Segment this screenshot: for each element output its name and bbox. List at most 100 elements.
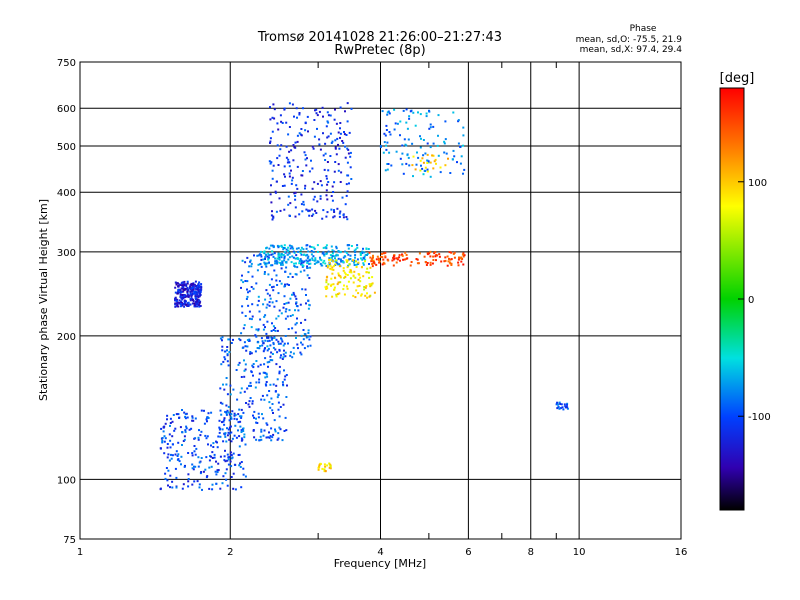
data-point	[193, 302, 196, 305]
data-point	[291, 276, 294, 278]
data-point	[186, 280, 189, 283]
data-point	[300, 134, 303, 137]
data-point	[240, 429, 243, 432]
data-point	[346, 147, 349, 150]
data-point	[308, 262, 311, 265]
data-point	[396, 122, 399, 125]
data-point	[223, 356, 226, 359]
data-point	[167, 484, 169, 487]
data-point	[233, 417, 236, 420]
data-point	[224, 350, 227, 353]
data-point	[346, 266, 349, 269]
data-point	[262, 303, 265, 306]
data-point	[178, 301, 181, 304]
data-point	[300, 203, 303, 206]
data-point	[189, 286, 192, 289]
data-point	[191, 454, 194, 457]
data-point	[325, 194, 328, 197]
data-point	[334, 257, 336, 260]
data-point	[256, 304, 259, 307]
data-point	[457, 261, 460, 264]
data-point	[246, 288, 248, 291]
data-point	[332, 216, 335, 219]
data-point	[359, 280, 362, 283]
data-point	[291, 246, 294, 249]
data-point	[266, 345, 269, 348]
data-point	[426, 170, 429, 173]
data-point	[319, 258, 322, 261]
data-point	[300, 259, 303, 262]
data-point	[242, 430, 245, 432]
data-point	[200, 430, 203, 433]
data-point	[307, 130, 309, 133]
data-point	[182, 440, 185, 442]
grid-lines	[80, 62, 681, 539]
data-point	[386, 141, 389, 144]
data-point	[241, 346, 244, 349]
data-point	[326, 183, 329, 186]
data-point	[325, 177, 328, 180]
data-point	[240, 408, 243, 411]
data-point	[192, 299, 194, 301]
data-point	[183, 280, 186, 283]
data-point	[175, 486, 178, 489]
data-point	[419, 146, 422, 149]
data-point	[348, 182, 350, 185]
data-point	[171, 486, 174, 489]
data-point	[278, 154, 281, 157]
data-point	[186, 295, 189, 298]
data-point	[262, 323, 265, 326]
data-point	[287, 161, 290, 164]
data-point	[221, 336, 224, 339]
data-point	[187, 288, 190, 291]
y-tick-label: 600	[57, 104, 76, 115]
data-point	[343, 293, 346, 296]
data-point	[312, 250, 315, 253]
data-point	[330, 208, 333, 211]
data-point	[558, 407, 561, 410]
data-point	[186, 302, 189, 305]
data-point	[275, 317, 278, 320]
data-point	[261, 340, 264, 343]
data-point	[272, 285, 275, 288]
data-point	[251, 315, 254, 318]
data-point	[268, 304, 271, 307]
data-point	[217, 469, 220, 472]
data-point	[196, 284, 199, 287]
data-point	[381, 110, 384, 113]
data-point	[196, 305, 199, 308]
data-point	[300, 321, 302, 324]
data-point	[370, 259, 373, 262]
data-point	[352, 281, 355, 284]
data-point	[181, 431, 184, 434]
data-point	[263, 315, 266, 318]
data-point	[463, 168, 466, 171]
data-point	[419, 159, 422, 162]
data-point	[443, 151, 446, 154]
data-point	[300, 334, 303, 337]
data-point	[328, 466, 331, 469]
data-point	[215, 460, 217, 463]
data-point	[304, 318, 307, 321]
data-point	[360, 294, 363, 297]
data-point	[305, 208, 308, 211]
data-point	[276, 378, 279, 381]
data-point	[325, 252, 328, 255]
data-point	[349, 166, 352, 169]
data-point	[562, 408, 565, 411]
data-point	[266, 320, 269, 323]
data-point	[398, 254, 401, 257]
data-point	[292, 256, 295, 259]
data-point	[392, 258, 395, 261]
data-point	[303, 269, 306, 272]
data-point	[359, 254, 362, 256]
data-point	[326, 264, 329, 267]
data-point	[294, 206, 297, 209]
data-point	[178, 283, 181, 286]
data-point	[264, 383, 267, 386]
data-point	[292, 159, 295, 162]
data-point	[354, 251, 357, 254]
data-points	[159, 102, 569, 491]
data-point	[184, 430, 187, 433]
data-point	[316, 244, 319, 247]
